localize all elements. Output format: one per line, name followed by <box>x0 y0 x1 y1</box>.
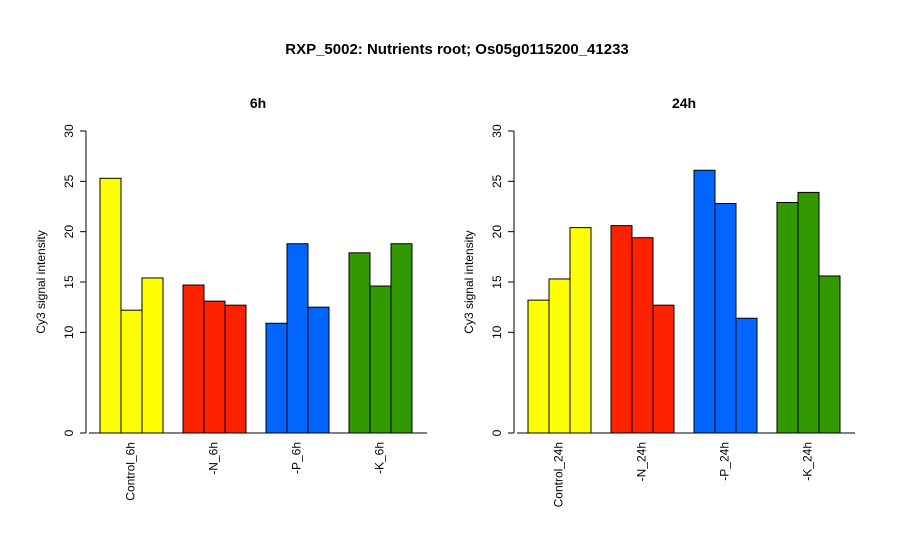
bar <box>631 237 654 434</box>
x-category-label: -P_24h <box>718 442 732 481</box>
bar <box>527 299 550 434</box>
x-category-label: Control_6h <box>124 442 138 501</box>
x-category-label: -N_24h <box>635 442 649 481</box>
y-axis-title: Cy3 signal intensity <box>34 230 48 333</box>
x-category-label: -N_6h <box>207 442 221 475</box>
y-tick-label: 15 <box>490 275 504 289</box>
x-category-label: -P_6h <box>290 442 304 474</box>
bar <box>265 322 288 434</box>
bar <box>348 252 371 434</box>
bar <box>610 225 633 434</box>
bar <box>307 306 330 434</box>
y-tick-label: 20 <box>490 225 504 239</box>
bar <box>141 277 164 434</box>
bar <box>182 284 205 434</box>
x-category-label: Control_24h <box>552 442 566 507</box>
y-tick-label: 0 <box>62 429 76 436</box>
bar <box>203 300 226 434</box>
y-tick-label: 20 <box>62 225 76 239</box>
bar <box>369 285 392 434</box>
y-axis-title: Cy3 signal intensity <box>462 230 476 333</box>
bar <box>818 275 841 434</box>
y-tick-label: 30 <box>62 124 76 138</box>
bar <box>714 202 737 434</box>
panel-title: 6h <box>250 95 266 111</box>
y-tick-label: 30 <box>490 124 504 138</box>
bar <box>390 243 413 434</box>
bar <box>776 201 799 434</box>
y-tick-label: 25 <box>62 174 76 188</box>
chart-panel-1: 24h 0 10 15 20 25 30 Cy3 signal intensity Contro… <box>462 95 855 507</box>
y-tick-label: 25 <box>490 174 504 188</box>
figure-title: RXP_5002: Nutrients root; Os05g0115200_4… <box>285 41 629 58</box>
bar <box>286 243 309 434</box>
y-tick-label: 10 <box>62 325 76 339</box>
bar <box>548 278 571 434</box>
bar <box>797 191 820 434</box>
bar <box>224 304 247 434</box>
y-tick-label: 0 <box>490 429 504 436</box>
bar <box>693 169 716 434</box>
bar <box>99 177 122 434</box>
x-category-label: -K_24h <box>801 442 815 481</box>
y-tick-label: 10 <box>490 325 504 339</box>
chart-panel-0: 6h 0 10 15 20 25 30 Cy3 signal intensity Control… <box>34 95 427 501</box>
bar <box>735 317 758 434</box>
panel-title: 24h <box>672 95 696 111</box>
x-category-label: -K_6h <box>373 442 387 474</box>
bar <box>569 227 592 434</box>
y-tick-label: 15 <box>62 275 76 289</box>
bar <box>120 309 143 434</box>
bar <box>652 304 675 434</box>
chart-panels: 6h 0 10 15 20 25 30 Cy3 signal intensity Control… <box>34 95 855 507</box>
